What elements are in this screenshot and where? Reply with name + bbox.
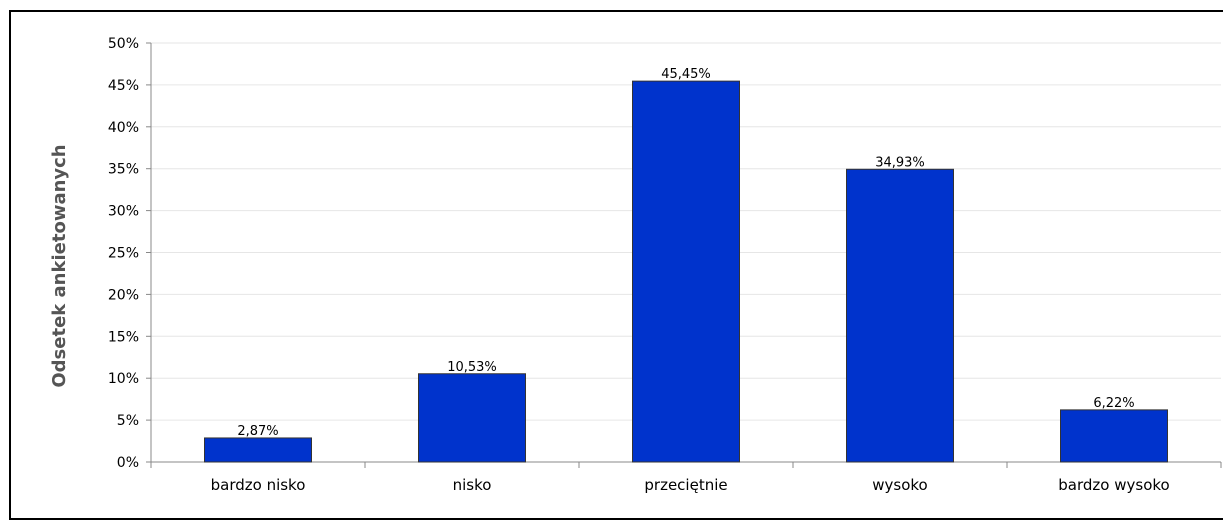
y-tick-label: 20% — [108, 287, 139, 303]
bar — [1060, 409, 1168, 463]
y-axis-title: Odsetek ankietowanych — [49, 144, 70, 387]
data-label: 10,53% — [447, 360, 497, 375]
y-tick-label: 30% — [108, 204, 139, 220]
bar — [632, 80, 740, 463]
bar — [846, 168, 954, 463]
y-tick-label: 15% — [108, 329, 139, 345]
y-tick-label: 50% — [108, 36, 139, 52]
bar — [418, 373, 526, 463]
x-category-label: bardzo wysoko — [1058, 476, 1169, 494]
chart-frame: 0% 5% 10% 15% 20% 25% 30% 35% 40% 45% 50% 2,87% bard… — [9, 10, 1223, 520]
x-category-label: wysoko — [872, 476, 927, 494]
x-category-label: nisko — [453, 476, 492, 494]
y-tick-label: 10% — [108, 371, 139, 387]
y-tick-label: 5% — [117, 413, 139, 429]
bars — [204, 80, 1168, 463]
bar — [204, 437, 312, 463]
labels: 0% 5% 10% 15% 20% 25% 30% 35% 40% 45% 50% 2,87% bard… — [108, 36, 1170, 494]
x-category-label: przeciętnie — [644, 476, 727, 494]
y-tick-label: 40% — [108, 120, 139, 136]
bar-chart: 0% 5% 10% 15% 20% 25% 30% 35% 40% 45% 50% 2,87% bard… — [49, 36, 1222, 494]
y-tick-label: 35% — [108, 162, 139, 178]
y-tick-label: 45% — [108, 78, 139, 94]
data-label: 45,45% — [661, 67, 711, 82]
x-category-label: bardzo nisko — [211, 476, 306, 494]
data-label: 34,93% — [875, 155, 925, 170]
data-label: 6,22% — [1093, 396, 1134, 411]
y-tick-label: 25% — [108, 246, 139, 262]
data-label: 2,87% — [237, 424, 278, 439]
y-tick-label: 0% — [117, 455, 139, 471]
